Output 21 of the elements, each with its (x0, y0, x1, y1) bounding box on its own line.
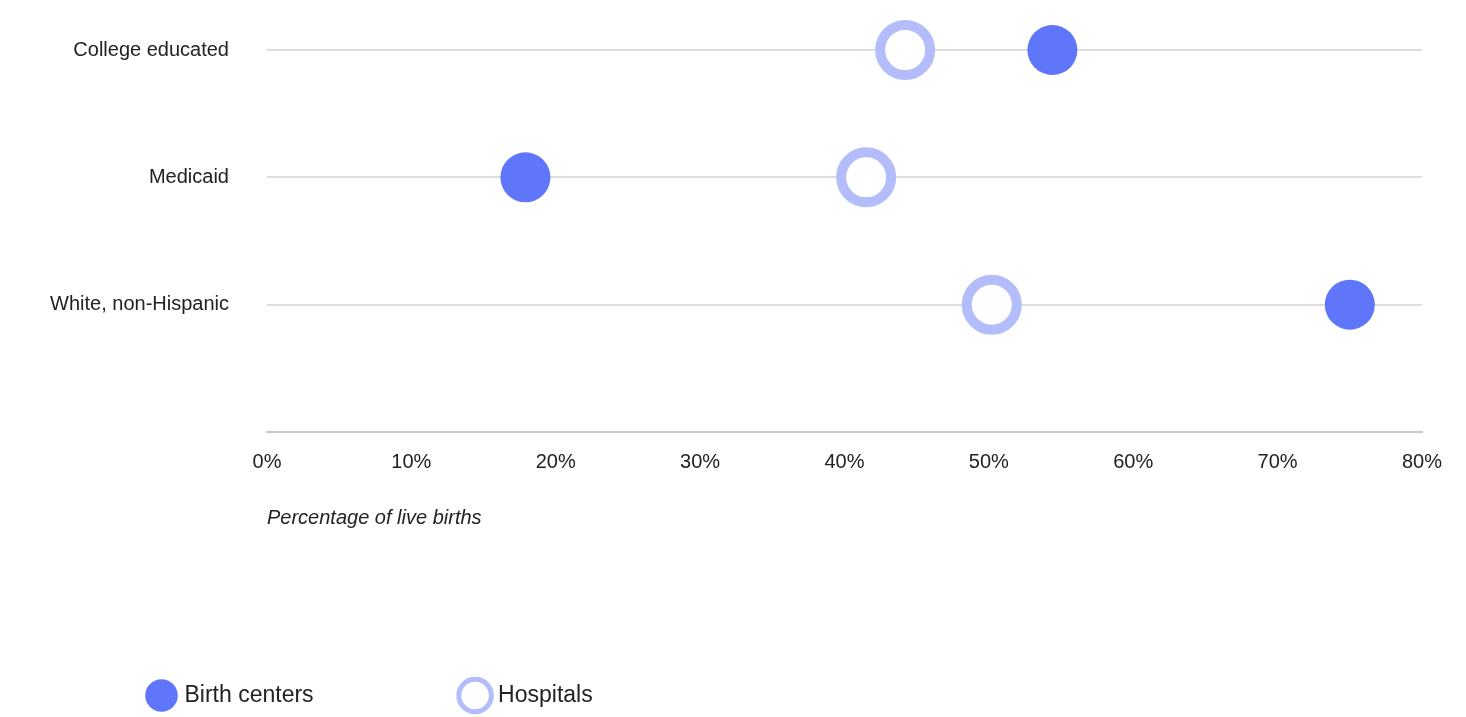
x-tick-label: 60% (1113, 449, 1154, 472)
x-tick-label: 30% (680, 449, 721, 472)
y-tick-label: Medicaid (148, 164, 229, 187)
legend-label: Hospitals (498, 680, 593, 707)
point (500, 152, 551, 203)
y-tick-label: White, non-Hispanic (50, 292, 229, 315)
x-tick-label: 10% (391, 449, 432, 472)
point (1027, 25, 1078, 75)
x-tick-label: 40% (824, 449, 865, 472)
point (875, 20, 936, 80)
x-tick-label: 20% (535, 449, 576, 472)
legend-label: Birth centers (184, 680, 314, 707)
point (961, 274, 1022, 335)
x-tick-label: 50% (968, 449, 1010, 472)
x-axis-title: Percentage of live births (267, 505, 482, 528)
y-tick-label: College educated (73, 37, 229, 60)
x-tick-label: 0% (252, 449, 282, 472)
x-tick-label: 80% (1401, 449, 1443, 472)
x-tick-label: 70% (1257, 449, 1298, 472)
point (836, 147, 897, 208)
point (1324, 279, 1375, 330)
